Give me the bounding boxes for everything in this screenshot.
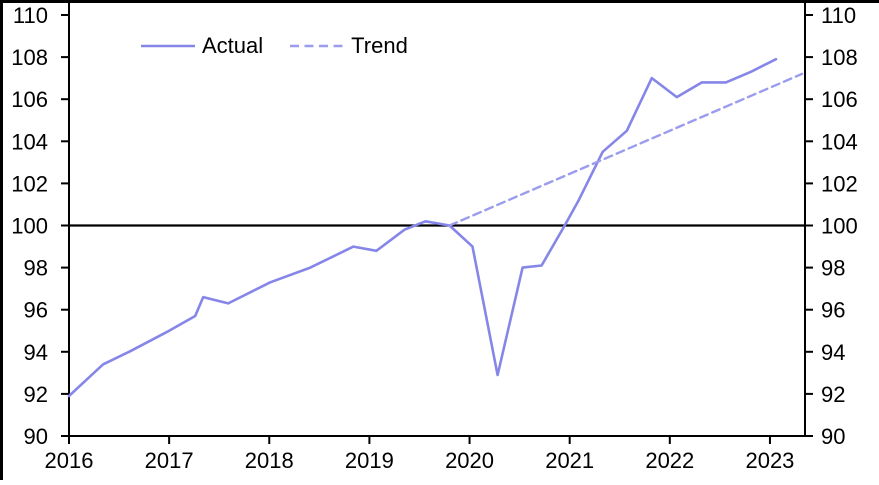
y-axis-tick-label-right: 110 (821, 3, 856, 28)
x-axis-tick-label: 2023 (745, 448, 794, 473)
y-axis-tick-label-left: 94 (24, 340, 48, 365)
y-axis-tick-label-right: 104 (821, 129, 858, 154)
trend-line-swatch (290, 44, 345, 48)
y-axis-tick-label-right: 100 (821, 214, 858, 239)
y-axis-tick-label-right: 92 (821, 382, 845, 407)
legend-label-trend: Trend (351, 33, 408, 58)
y-axis-tick-label-right: 106 (821, 87, 858, 112)
y-axis-tick-label-left: 90 (24, 424, 48, 449)
x-axis-tick-label: 2016 (45, 448, 94, 473)
y-axis-tick-label-left: 108 (11, 45, 48, 70)
x-axis-tick-label: 2021 (545, 448, 594, 473)
legend-label-actual: Actual (202, 33, 264, 58)
y-axis-tick-label-right: 94 (821, 340, 845, 365)
y-axis-tick-label-left: 104 (11, 129, 48, 154)
y-axis-tick-label-right: 96 (821, 298, 845, 323)
x-axis-tick-label: 2022 (645, 448, 694, 473)
series-line-trend (448, 72, 804, 227)
x-axis-tick-label: 2017 (145, 448, 194, 473)
actual-line-swatch (141, 44, 195, 48)
series-line-actual (67, 57, 778, 398)
y-axis-tick-label-left: 96 (24, 298, 48, 323)
x-axis-tick-label: 2019 (345, 448, 394, 473)
y-axis-tick-label-left: 100 (11, 214, 48, 239)
y-axis-tick-label-left: 98 (24, 256, 48, 281)
chart-legend: Actual Trend (140, 32, 408, 60)
y-axis-tick-label-left: 110 (13, 3, 48, 28)
y-axis-tick-label-left: 106 (11, 87, 48, 112)
y-axis-tick-label-right: 102 (821, 171, 858, 196)
y-axis-tick-label-right: 108 (821, 45, 858, 70)
y-axis-tick-label-right: 98 (821, 256, 845, 281)
x-axis-tick-label: 2018 (245, 448, 294, 473)
y-axis-tick-label-left: 102 (11, 171, 48, 196)
y-axis-tick-label-left: 92 (24, 382, 48, 407)
x-axis-tick-label: 2020 (445, 448, 494, 473)
y-axis-tick-label-right: 90 (821, 424, 845, 449)
